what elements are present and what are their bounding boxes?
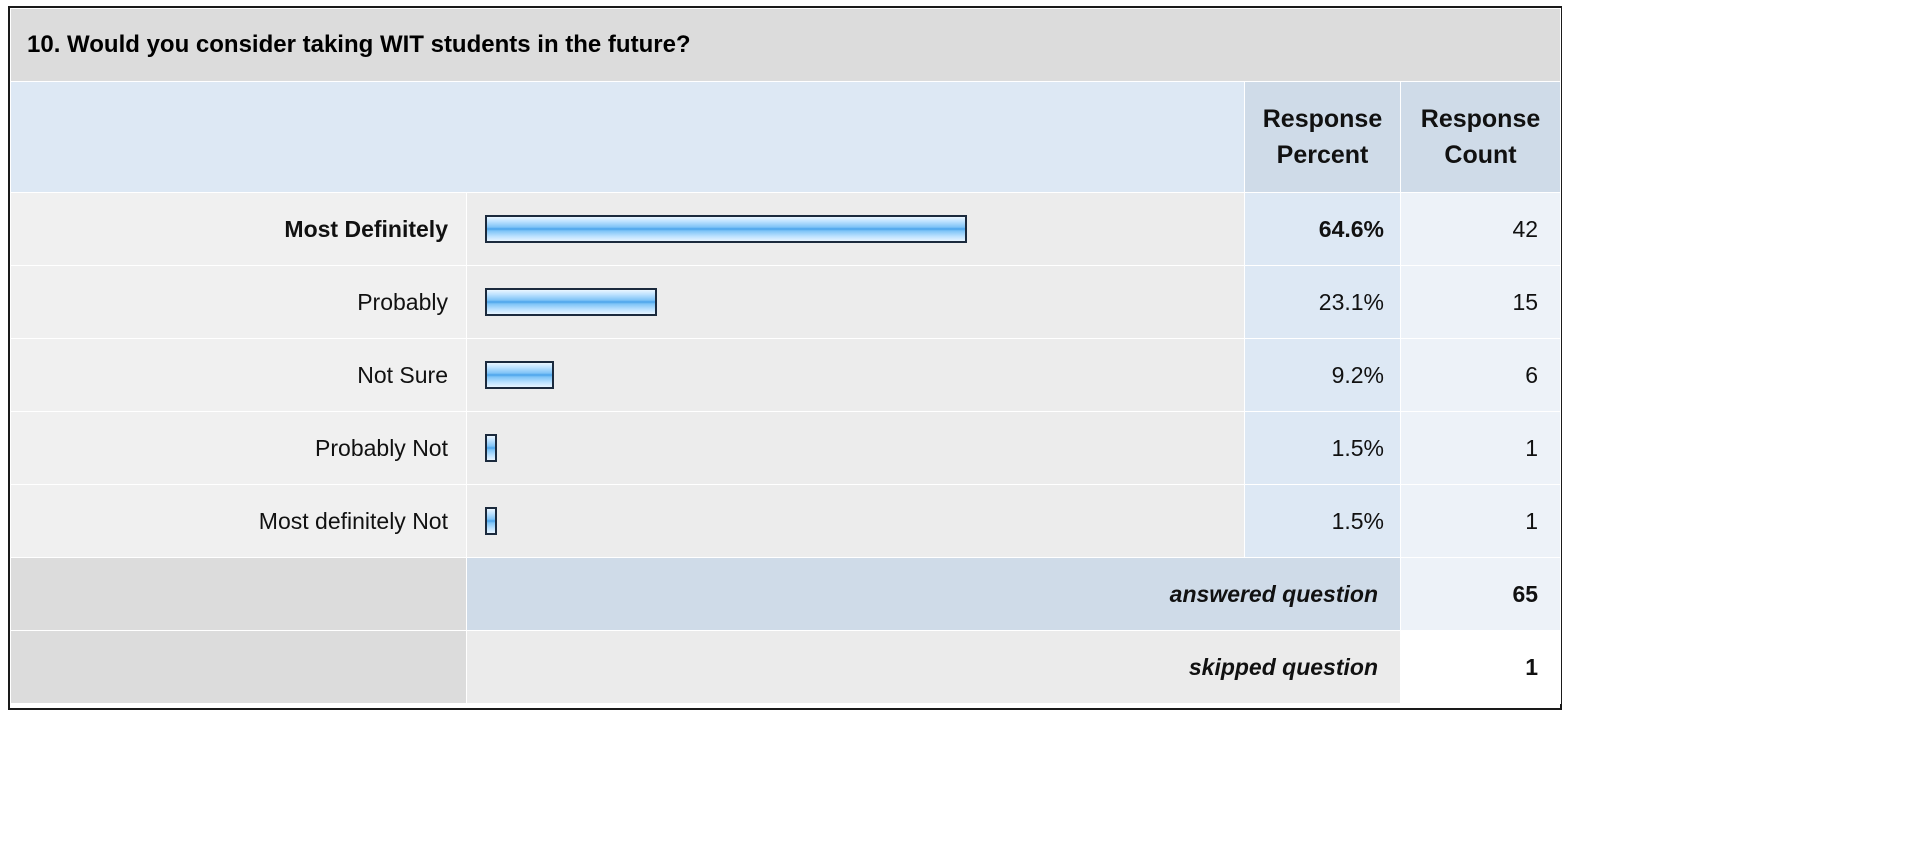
answer-label: Probably Not bbox=[10, 411, 467, 485]
question-title: 10. Would you consider taking WIT studen… bbox=[9, 8, 1562, 82]
response-percent: 64.6% bbox=[1244, 192, 1401, 266]
answered-question-label: answered question bbox=[466, 557, 1401, 631]
answer-label: Most Definitely bbox=[10, 192, 467, 266]
response-count: 42 bbox=[1399, 192, 1562, 266]
table-row: Not Sure 9.2% 6 bbox=[10, 338, 1562, 412]
response-bar bbox=[485, 288, 657, 316]
response-bar bbox=[485, 215, 967, 243]
answer-label: Most definitely Not bbox=[10, 484, 467, 558]
response-bar bbox=[485, 507, 497, 535]
summary-blank bbox=[10, 630, 467, 704]
table-row: Most definitely Not 1.5% 1 bbox=[10, 484, 1562, 558]
skipped-row: skipped question 1 bbox=[10, 630, 1562, 704]
response-bar bbox=[485, 361, 554, 389]
summary-blank bbox=[10, 557, 467, 631]
response-count: 1 bbox=[1399, 411, 1562, 485]
skipped-question-label: skipped question bbox=[466, 630, 1401, 704]
response-count: 15 bbox=[1399, 265, 1562, 339]
survey-results-table: 10. Would you consider taking WIT studen… bbox=[9, 8, 1562, 704]
bar-cell bbox=[466, 338, 1245, 412]
response-percent-header-line2: Percent bbox=[1276, 141, 1369, 169]
bar-cell bbox=[466, 484, 1245, 558]
header-blank bbox=[10, 81, 1245, 193]
response-count-header-line2: Count bbox=[1444, 141, 1517, 169]
response-bar bbox=[485, 434, 497, 462]
answered-question-count: 65 bbox=[1399, 557, 1562, 631]
answer-label: Probably bbox=[10, 265, 467, 339]
bar-cell bbox=[466, 192, 1245, 266]
table-row: Probably Not 1.5% 1 bbox=[10, 411, 1562, 485]
answer-label: Not Sure bbox=[10, 338, 467, 412]
bar-cell bbox=[466, 265, 1245, 339]
response-percent-header: Response Percent bbox=[1244, 81, 1401, 193]
survey-question-panel: 10. Would you consider taking WIT studen… bbox=[8, 6, 1562, 710]
response-percent: 1.5% bbox=[1244, 484, 1401, 558]
response-count-header-line1: Response bbox=[1420, 105, 1541, 133]
answered-row: answered question 65 bbox=[10, 557, 1562, 631]
response-count: 1 bbox=[1399, 484, 1562, 558]
skipped-question-count: 1 bbox=[1399, 630, 1562, 704]
response-percent-header-line1: Response bbox=[1262, 105, 1383, 133]
response-count-header: Response Count bbox=[1399, 81, 1562, 193]
response-percent: 23.1% bbox=[1244, 265, 1401, 339]
bar-cell bbox=[466, 411, 1245, 485]
response-percent: 9.2% bbox=[1244, 338, 1401, 412]
response-percent: 1.5% bbox=[1244, 411, 1401, 485]
response-count: 6 bbox=[1399, 338, 1562, 412]
table-row: Probably 23.1% 15 bbox=[10, 265, 1562, 339]
table-row: Most Definitely 64.6% 42 bbox=[10, 192, 1562, 266]
